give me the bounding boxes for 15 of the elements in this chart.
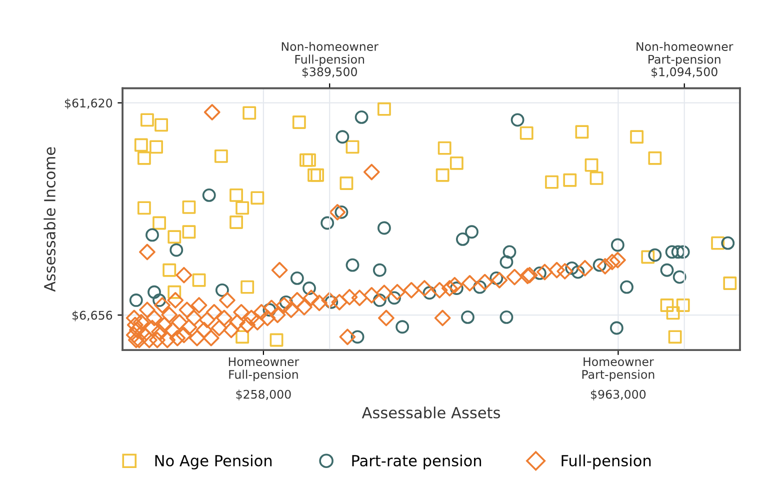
- y-axis-title: Assessable Income: [44, 147, 56, 292]
- legend-label: No Age Pension: [155, 454, 272, 470]
- x-tick-label: $258,000: [236, 390, 291, 400]
- y-tick-label: $6,656: [72, 310, 112, 322]
- text: Homeowner Full-pension: [228, 357, 300, 382]
- legend-label: Full-pension: [562, 454, 651, 470]
- y-tick-label: $61,620: [65, 98, 112, 110]
- text: Homeowner Part-pension: [582, 357, 654, 382]
- x2-tick-label: $389,500: [302, 67, 357, 78]
- legend-label: Part-rate pension: [352, 454, 482, 470]
- x-axis-title: Assessable Assets: [362, 406, 500, 418]
- text: Non-homeowner Full-pension: [282, 42, 378, 66]
- x-tick-label: $963,000: [591, 390, 646, 400]
- x2-tick-label: $1,094,500: [652, 67, 718, 78]
- text: Non-homeowner Part-pension: [636, 42, 734, 66]
